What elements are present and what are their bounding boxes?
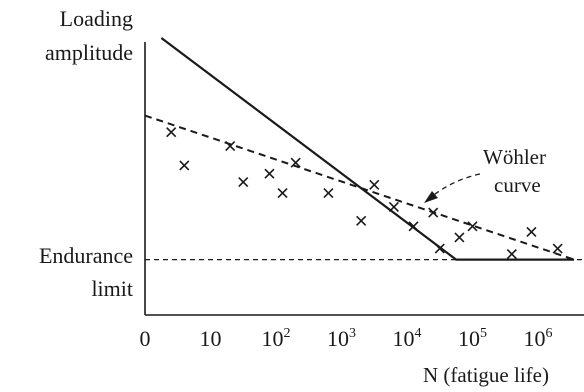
data-point-marker [166,127,177,138]
data-point-marker [356,215,367,226]
x-tick-label: 103 [327,326,356,351]
data-point-marker [526,226,537,237]
data-point-marker [552,243,563,254]
data-point-marker [428,207,439,218]
y-axis-label-line-2: amplitude [45,40,133,65]
data-point-marker [434,243,445,254]
data-point-marker [225,140,236,152]
x-axis-label: N (fatigue life) [423,363,549,387]
data-point-marker [369,179,380,190]
x-tick-label: 0 [140,326,151,351]
x-tick-labels: 0 10 102 103 104 105 106 [140,326,553,351]
x-tick-label: 10 [200,326,222,351]
annotation-line-2: curve [494,173,541,197]
series-group [144,37,575,261]
endurance-limit-label-line-2: limit [91,276,133,301]
data-point-marker [323,188,334,199]
data-point-marker [290,157,301,168]
annotation-arrow [429,173,481,199]
data-point-marker [264,168,275,179]
data-point-marker [454,232,465,243]
data-point-marker [277,188,288,199]
annotation-line-1: Wöhler [483,145,546,169]
data-point-marker [238,176,249,188]
data-point-marker [506,248,517,260]
data-point-marker [408,221,419,232]
x-tick-label: 105 [458,326,487,351]
endurance-limit-label-line-1: Endurance [39,243,133,268]
data-point-marker [179,160,190,171]
trend-line [144,114,575,261]
x-tick-label: 104 [393,326,422,351]
x-tick-label: 102 [262,326,291,351]
x-tick-label: 106 [524,326,553,351]
data-point-marker [388,201,399,213]
data-points [166,127,563,260]
data-point-marker [467,221,478,232]
y-axis-label-line-1: Loading [60,6,133,31]
sn-curve-line [160,37,575,261]
annotation-arrowhead [424,191,438,203]
